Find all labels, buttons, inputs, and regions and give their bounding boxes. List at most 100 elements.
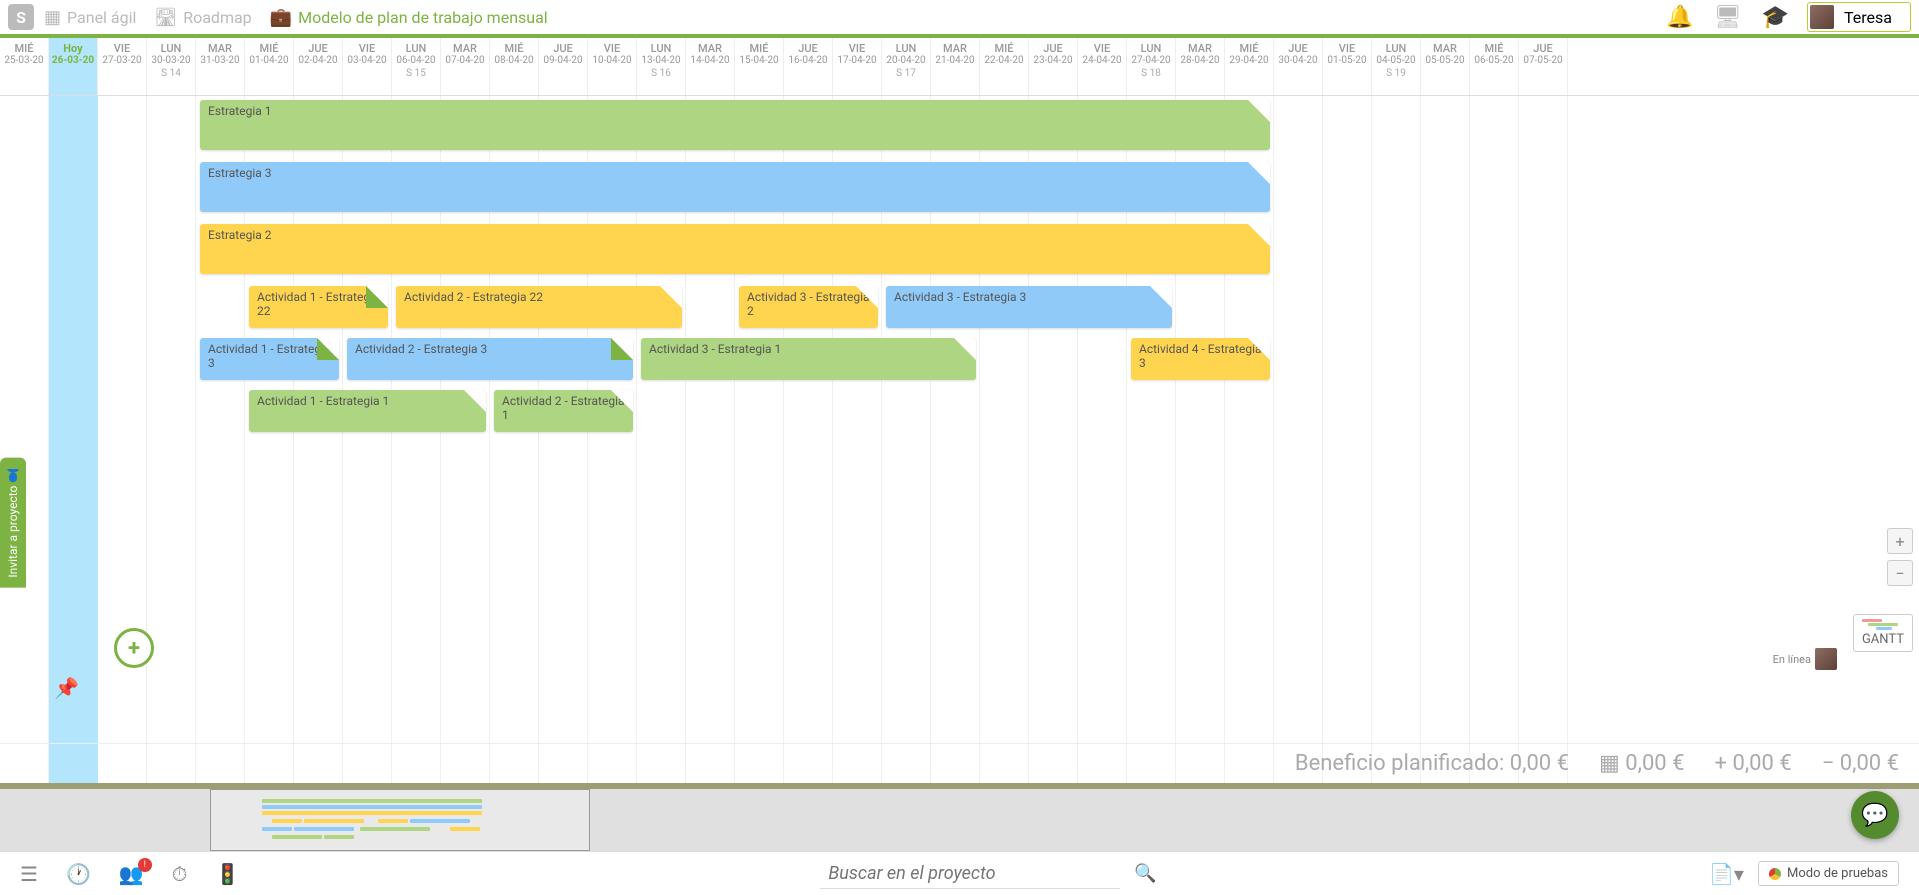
bottom-toolbar: ☰ 🕐 👥! ⏱ 🚦 🔍 📄▾ Modo de pruebas <box>0 851 1919 895</box>
minimap-bar <box>324 835 354 839</box>
minimap-bar <box>304 819 364 823</box>
day-column[interactable]: JUE02-04-20 <box>294 38 343 95</box>
minimap-bar <box>360 827 430 831</box>
day-column[interactable]: MIÉ01-04-20 <box>245 38 294 95</box>
gantt-bar[interactable]: Actividad 3 - Estrategia 2 <box>739 286 878 328</box>
user-menu[interactable]: Teresa <box>1807 2 1911 32</box>
gantt-bar[interactable]: Actividad 1 - Estrategia 1 <box>249 390 486 432</box>
day-column[interactable]: MIÉ15-04-20 <box>735 38 784 95</box>
chat-fab[interactable]: 💬 <box>1851 791 1899 839</box>
user-name: Teresa <box>1844 8 1892 27</box>
day-column[interactable]: MIÉ25-03-20 <box>0 38 49 95</box>
project-title: Modelo de plan de trabajo mensual <box>298 8 548 27</box>
user-avatar <box>1810 5 1834 29</box>
day-column[interactable]: MAR28-04-20 <box>1176 38 1225 95</box>
minimap-bar <box>262 805 482 809</box>
day-column[interactable]: JUE16-04-20 <box>784 38 833 95</box>
gantt-bar[interactable]: Actividad 1 - Estrategia 22 <box>249 286 388 328</box>
nav-label: Panel ágil <box>67 8 136 27</box>
monitor-icon[interactable]: 🖥 <box>1714 5 1742 30</box>
roadmap-icon: 🛣 <box>154 7 177 28</box>
gantt-bar[interactable]: Actividad 2 - Estrategia 1 <box>494 390 633 432</box>
gauge-icon[interactable]: ⏱ <box>172 862 188 886</box>
briefcase-icon: 💼 <box>270 7 292 28</box>
calc-value: ▦ 0,00 € <box>1599 751 1685 776</box>
invite-tab[interactable]: Invitar a proyecto 👤 <box>0 458 26 588</box>
day-column[interactable]: VIE10-04-20 <box>588 38 637 95</box>
summary-footer: Beneficio planificado: 0,00 € ▦ 0,00 € +… <box>0 743 1919 783</box>
gantt-bar[interactable]: Actividad 2 - Estrategia 22 <box>396 286 682 328</box>
day-column[interactable]: MAR31-03-20 <box>196 38 245 95</box>
nav-panel-agil[interactable]: ▦ Panel ágil <box>44 7 136 28</box>
plus-value: + 0,00 € <box>1715 751 1792 776</box>
minimap[interactable] <box>0 789 1919 851</box>
add-task-button[interactable]: + <box>114 628 154 668</box>
day-column[interactable]: MAR07-04-20 <box>441 38 490 95</box>
gantt-bar[interactable]: Estrategia 2 <box>200 224 1270 274</box>
search-input[interactable] <box>820 859 1120 889</box>
traffic-icon[interactable]: 🚦 <box>215 862 240 886</box>
bell-icon[interactable]: 🔔 <box>1666 5 1693 30</box>
day-column[interactable]: VIE24-04-20 <box>1078 38 1127 95</box>
binoculars-icon: ▦ <box>44 7 61 28</box>
day-column[interactable]: LUN04-05-20S 19 <box>1372 38 1421 95</box>
minus-value: − 0,00 € <box>1822 751 1899 776</box>
day-column[interactable]: JUE07-05-20 <box>1519 38 1568 95</box>
day-column[interactable]: JUE09-04-20 <box>539 38 588 95</box>
day-column[interactable]: MIÉ29-04-20 <box>1225 38 1274 95</box>
day-column[interactable]: LUN20-04-20S 17 <box>882 38 931 95</box>
day-column[interactable]: JUE23-04-20 <box>1029 38 1078 95</box>
search-button[interactable]: 🔍 <box>1134 863 1156 884</box>
day-column[interactable]: JUE30-04-20 <box>1274 38 1323 95</box>
day-column[interactable]: MAR14-04-20 <box>686 38 735 95</box>
day-column[interactable]: LUN30-03-20S 14 <box>147 38 196 95</box>
beneficio-label: Beneficio planificado: <box>1295 751 1504 776</box>
day-column[interactable]: MIÉ08-04-20 <box>490 38 539 95</box>
app-logo[interactable]: S <box>8 4 34 30</box>
team-icon[interactable]: 👥! <box>119 862 144 886</box>
list-icon[interactable]: ☰ <box>20 862 38 886</box>
gantt-bar[interactable]: Estrategia 1 <box>200 100 1270 150</box>
online-avatar[interactable] <box>1815 648 1837 670</box>
zoom-out-button[interactable]: − <box>1887 560 1913 586</box>
minimap-bar <box>272 819 302 823</box>
gantt-bar[interactable]: Actividad 2 - Estrategia 3 <box>347 338 633 380</box>
day-column[interactable]: VIE03-04-20 <box>343 38 392 95</box>
timeline-header: MIÉ25-03-20Hoy26-03-20VIE27-03-20LUN30-0… <box>0 38 1919 96</box>
zoom-in-button[interactable]: + <box>1887 528 1913 554</box>
nav-project[interactable]: 💼 Modelo de plan de trabajo mensual <box>270 7 548 28</box>
document-icon[interactable]: 📄▾ <box>1709 862 1744 886</box>
clock-icon[interactable]: 🕐 <box>66 862 91 886</box>
day-column[interactable]: MIÉ22-04-20 <box>980 38 1029 95</box>
day-column[interactable]: MAR05-05-20 <box>1421 38 1470 95</box>
day-column[interactable]: VIE27-03-20 <box>98 38 147 95</box>
graduation-icon[interactable]: 🎓 <box>1762 5 1789 30</box>
day-column[interactable]: VIE17-04-20 <box>833 38 882 95</box>
minimap-bar <box>262 799 482 803</box>
minimap-bar <box>450 827 480 831</box>
day-column[interactable]: LUN13-04-20S 16 <box>637 38 686 95</box>
view-gantt-button[interactable]: GANTT <box>1853 614 1913 652</box>
minimap-bar <box>294 827 354 831</box>
day-column[interactable]: MAR21-04-20 <box>931 38 980 95</box>
beneficio-value: 0,00 € <box>1510 751 1569 776</box>
zoom-controls: + − <box>1887 528 1913 586</box>
mode-button[interactable]: Modo de pruebas <box>1758 861 1899 886</box>
gantt-bar[interactable]: Actividad 4 - Estrategia 3 <box>1131 338 1270 380</box>
minimap-bar <box>378 819 408 823</box>
day-column[interactable]: MIÉ06-05-20 <box>1470 38 1519 95</box>
day-column[interactable]: Hoy26-03-20 <box>49 38 98 95</box>
topbar: S ▦ Panel ágil 🛣 Roadmap 💼 Modelo de pla… <box>0 0 1919 38</box>
day-column[interactable]: VIE01-05-20 <box>1323 38 1372 95</box>
pin-icon[interactable]: 📌 <box>54 676 79 700</box>
minimap-bar <box>272 835 322 839</box>
day-column[interactable]: LUN06-04-20S 15 <box>392 38 441 95</box>
gantt-grid[interactable]: Estrategia 1 Estrategia 3 Estrategia 2 Acti… <box>0 96 1919 783</box>
gantt-bar[interactable]: Actividad 1 - Estrategia 3 <box>200 338 339 380</box>
gantt-bar[interactable]: Estrategia 3 <box>200 162 1270 212</box>
nav-roadmap[interactable]: 🛣 Roadmap <box>154 7 251 28</box>
minimap-bar <box>262 811 482 815</box>
day-column[interactable]: LUN27-04-20S 18 <box>1127 38 1176 95</box>
gantt-bar[interactable]: Actividad 3 - Estrategia 3 <box>886 286 1172 328</box>
gantt-bar[interactable]: Actividad 3 - Estrategia 1 <box>641 338 976 380</box>
